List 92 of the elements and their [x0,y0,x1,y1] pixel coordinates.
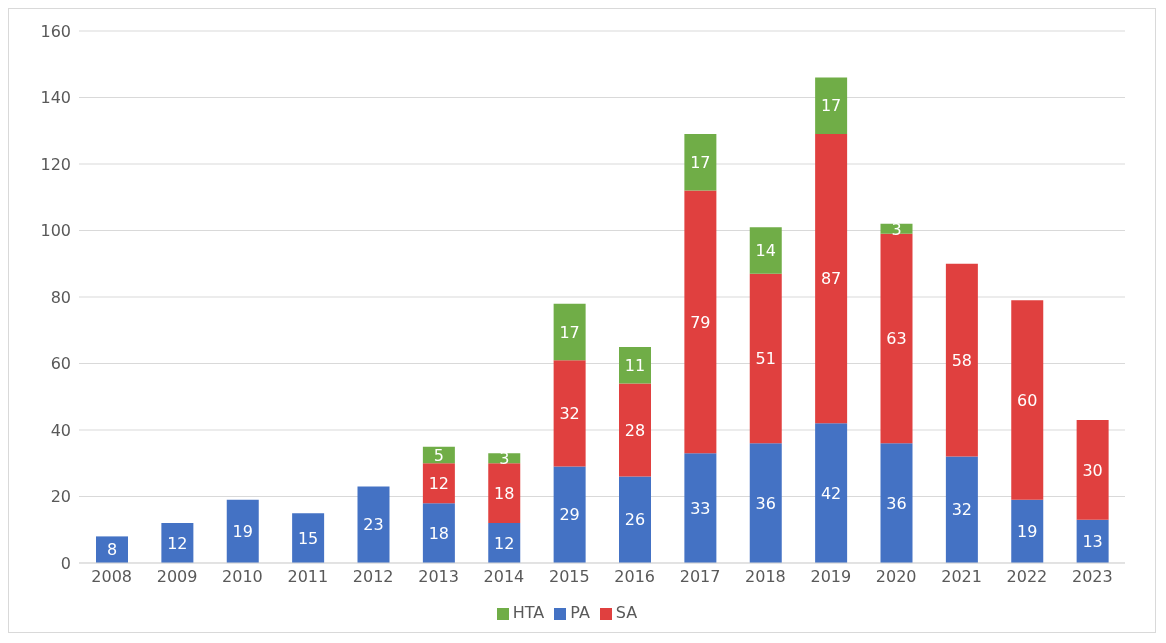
bar [749,227,782,274]
x-tick-label: 2015 [548,567,590,587]
data-label: 17 [559,322,580,342]
data-label: 32 [951,500,973,520]
data-label: 32 [559,404,580,424]
x-tick-label: 2021 [941,567,982,587]
y-tick-label: 140 [40,88,71,108]
data-label: 3 [891,219,902,239]
x-tick-label: 2009 [156,567,198,587]
x-tick-label: 2017 [679,567,721,587]
bar [161,523,194,563]
bar [749,443,782,563]
y-tick-label: 100 [40,221,71,241]
bar [1076,420,1109,520]
y-tick-label: 40 [50,420,71,440]
data-label: 30 [1082,460,1103,480]
x-tick-label: 2020 [875,567,917,587]
x-tick-label: 2019 [810,567,852,587]
data-label: 79 [690,312,711,332]
data-label: 18 [494,483,515,503]
x-tick-label: 2014 [483,567,525,587]
x-tick-label: 2012 [352,567,394,587]
bar [880,443,913,563]
data-label: 8 [106,540,118,560]
legend-label: SA [615,603,638,622]
legend-label: PA [570,603,590,622]
bar [553,303,586,361]
x-tick-label: 2023 [1071,567,1113,587]
x-tick-label: 2022 [1006,567,1048,587]
x-tick-label: 2016 [614,567,656,587]
bar [945,456,978,563]
bar [553,466,586,563]
data-label: 11 [624,355,646,375]
data-label: 63 [886,329,907,349]
bar [1011,300,1044,500]
bar [422,503,455,563]
data-label: 23 [363,515,384,535]
bar [488,463,521,524]
y-tick-label: 60 [50,354,71,374]
data-label: 36 [755,493,776,513]
data-label: 12 [494,533,515,553]
data-label: 14 [755,241,776,261]
bar [815,77,848,135]
bar [226,499,259,563]
data-label: 12 [167,533,188,553]
y-tick-label: 0 [60,553,71,573]
bar [1011,499,1044,563]
y-tick-label: 120 [40,154,71,174]
bar [422,463,455,504]
data-label: 17 [820,96,842,116]
data-label: 51 [755,349,776,369]
y-tick-label: 160 [40,21,71,41]
bar [619,346,651,384]
bar [749,273,782,444]
data-label: 28 [624,420,646,440]
data-label: 29 [559,505,580,525]
x-tick-label: 2008 [91,567,133,587]
data-label: 26 [624,510,646,530]
bar [553,360,586,467]
bar [292,513,325,563]
data-label: 13 [1082,532,1103,552]
x-tick-label: 2018 [745,567,786,587]
bar [684,190,717,454]
data-label: 87 [820,269,842,289]
x-tick-label: 2010 [222,567,263,587]
bar [1076,519,1109,563]
data-label: 60 [1017,390,1038,410]
data-label: 18 [428,523,450,543]
data-label: 42 [820,483,842,503]
bar [945,263,978,457]
data-label: 33 [690,498,711,518]
y-tick-label: 20 [50,487,71,507]
bar [619,383,651,477]
bar [815,423,848,563]
x-tick-label: 2013 [418,567,459,587]
bar [684,134,717,191]
bar [619,476,651,563]
data-label: 17 [690,153,711,173]
data-label: 12 [428,473,450,493]
bar [357,486,390,563]
legend-label: HTA [512,603,545,622]
x-tick-label: 2011 [287,567,329,587]
y-tick-label: 80 [50,287,71,307]
bar [815,134,848,424]
data-label: 19 [232,522,253,542]
data-label: 58 [951,350,973,370]
bar [684,453,717,563]
data-label: 5 [433,445,444,465]
bar [880,233,913,444]
data-label: 19 [1017,522,1038,542]
data-label: 15 [297,528,319,548]
data-label: 36 [886,493,907,513]
